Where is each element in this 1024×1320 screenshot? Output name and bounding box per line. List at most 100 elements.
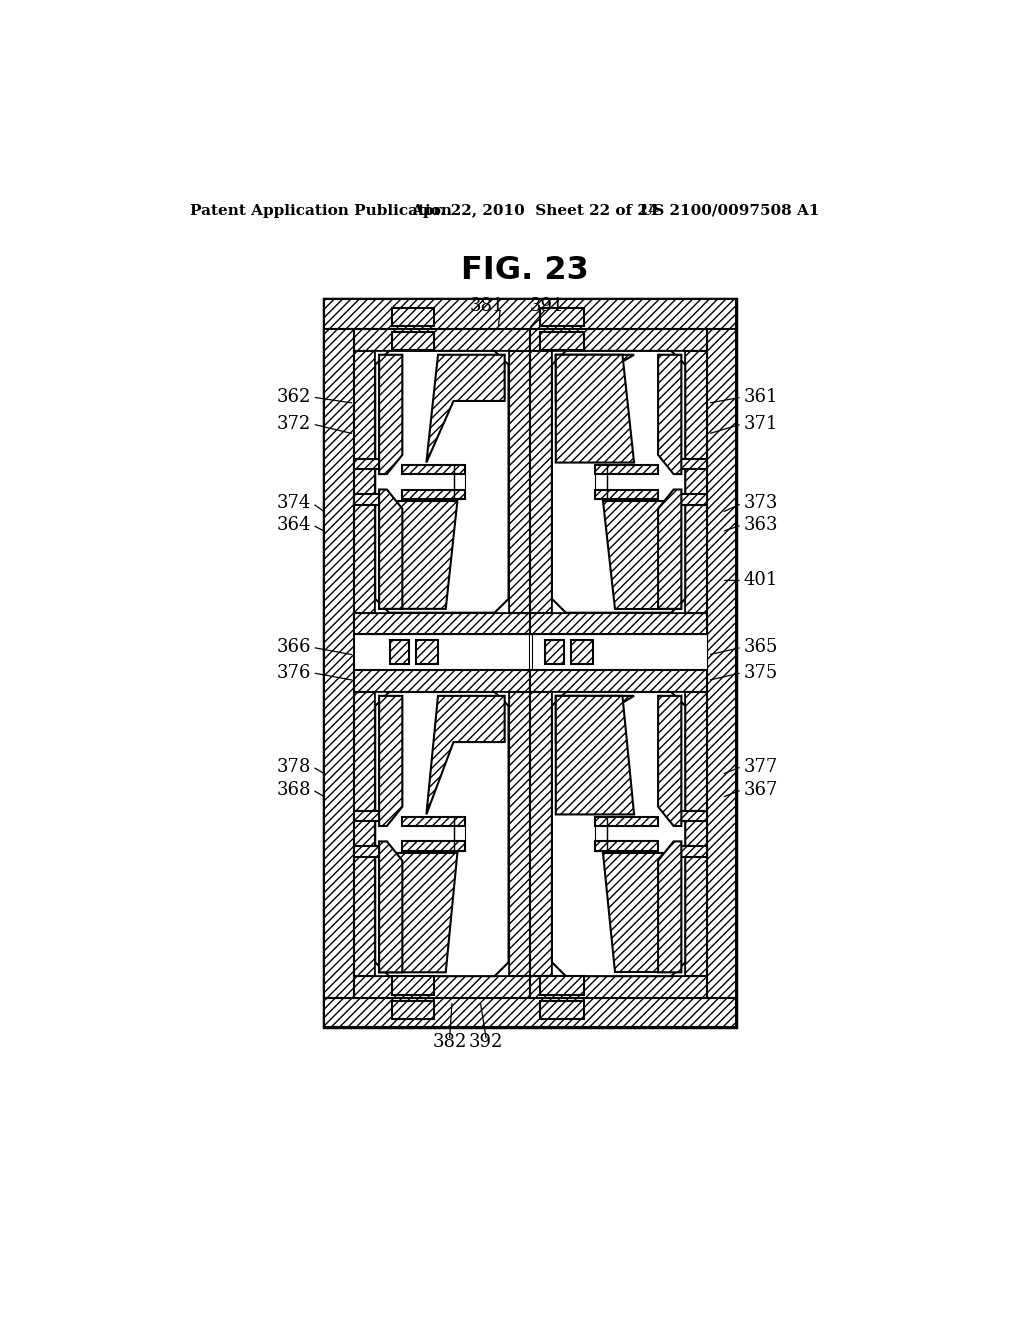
Bar [353, 810, 383, 821]
Polygon shape [556, 696, 634, 742]
Bar [530, 330, 707, 351]
Text: 401: 401 [743, 572, 777, 589]
Bar [595, 817, 658, 826]
Bar [324, 998, 736, 1027]
Bar [353, 494, 383, 506]
Text: US 2100/0097508 A1: US 2100/0097508 A1 [640, 203, 819, 218]
Bar [391, 308, 434, 326]
Polygon shape [379, 490, 402, 609]
Text: 374: 374 [276, 495, 311, 512]
Polygon shape [556, 355, 634, 401]
Bar [678, 459, 707, 470]
Bar [353, 330, 530, 351]
Polygon shape [658, 841, 681, 973]
Text: Apr. 22, 2010  Sheet 22 of 24: Apr. 22, 2010 Sheet 22 of 24 [411, 203, 658, 218]
Bar [402, 841, 465, 850]
Polygon shape [658, 355, 681, 474]
Bar [530, 671, 707, 692]
Polygon shape [658, 696, 681, 826]
Bar [402, 490, 465, 499]
Text: 363: 363 [743, 516, 778, 533]
Bar [402, 817, 465, 826]
Polygon shape [379, 841, 402, 973]
Text: 362: 362 [276, 388, 311, 407]
Bar [353, 329, 707, 998]
Bar [678, 494, 707, 506]
Bar [685, 351, 707, 612]
Bar [570, 640, 593, 664]
Bar [678, 846, 707, 857]
Text: 392: 392 [469, 1034, 503, 1051]
Polygon shape [379, 696, 402, 826]
Polygon shape [658, 490, 681, 609]
Bar [509, 692, 530, 977]
Bar [595, 841, 658, 850]
Text: 364: 364 [276, 516, 311, 533]
Bar [391, 1001, 434, 1019]
Polygon shape [556, 696, 634, 814]
Text: 377: 377 [743, 758, 777, 776]
Bar [375, 351, 509, 612]
Polygon shape [603, 853, 681, 973]
Bar [531, 635, 707, 671]
Text: 373: 373 [743, 495, 777, 512]
Bar [416, 640, 438, 664]
Bar [541, 1001, 584, 1019]
Polygon shape [375, 692, 509, 977]
Bar [353, 671, 530, 692]
Bar [530, 351, 552, 612]
Bar [541, 308, 584, 326]
Text: 371: 371 [743, 414, 777, 433]
Text: 381: 381 [470, 297, 504, 315]
Text: 376: 376 [276, 664, 311, 681]
Polygon shape [426, 355, 505, 462]
Text: 367: 367 [743, 781, 777, 799]
Polygon shape [603, 502, 681, 609]
Polygon shape [552, 692, 685, 977]
Bar [454, 465, 465, 499]
Bar [353, 977, 530, 998]
Bar [595, 817, 607, 850]
Bar [595, 490, 658, 499]
Bar [685, 692, 707, 977]
Bar [678, 810, 707, 821]
Text: 366: 366 [276, 639, 311, 656]
Polygon shape [379, 355, 402, 474]
Polygon shape [375, 351, 509, 612]
Polygon shape [552, 351, 685, 612]
Bar [375, 692, 509, 977]
Text: FIG. 23: FIG. 23 [461, 255, 589, 285]
Bar [353, 692, 375, 977]
Text: 382: 382 [432, 1034, 467, 1051]
Bar [353, 846, 383, 857]
Polygon shape [556, 355, 634, 462]
Bar [390, 640, 410, 664]
Bar [391, 977, 434, 995]
Bar [391, 331, 434, 350]
Bar [454, 817, 465, 850]
Bar [530, 977, 707, 998]
Text: 391: 391 [529, 297, 564, 315]
Bar [595, 465, 607, 499]
Text: 365: 365 [743, 639, 777, 656]
Text: 372: 372 [276, 414, 311, 433]
Bar [353, 351, 375, 612]
Bar [552, 692, 685, 977]
Bar [707, 329, 736, 998]
Bar [324, 300, 736, 1027]
Bar [509, 351, 530, 612]
Bar [541, 977, 584, 995]
Bar [402, 465, 465, 474]
Bar [353, 635, 707, 671]
Bar [545, 640, 564, 664]
Text: 378: 378 [276, 758, 311, 776]
Bar [324, 300, 736, 329]
Bar [324, 329, 353, 998]
Bar [353, 612, 530, 635]
Polygon shape [379, 853, 458, 973]
Polygon shape [379, 502, 458, 609]
Text: 361: 361 [743, 388, 778, 407]
Bar [541, 331, 584, 350]
Bar [530, 612, 707, 635]
Bar [353, 635, 528, 671]
